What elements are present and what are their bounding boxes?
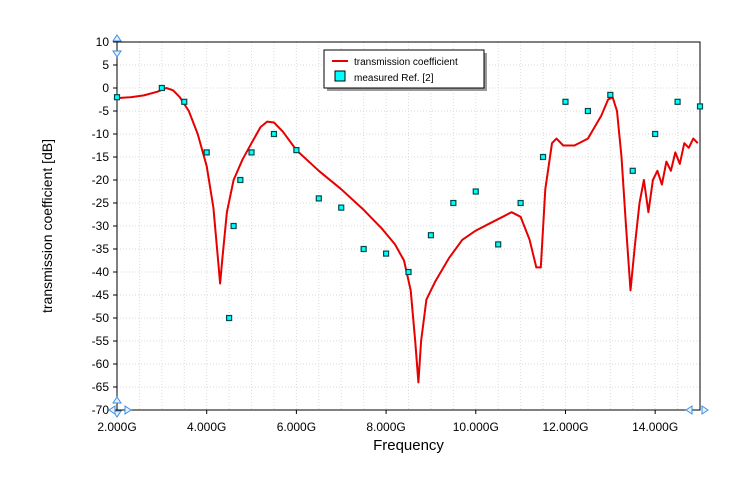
data-point-measured — [203, 149, 210, 156]
data-point-measured — [248, 149, 255, 156]
data-point-measured — [517, 199, 524, 207]
x-axis-min-handle[interactable] — [108, 405, 116, 415]
data-point-measured — [338, 204, 345, 211]
data-point-measured — [427, 232, 435, 239]
y-tick-label: 10 — [96, 35, 110, 49]
y-tick-label: -55 — [92, 334, 110, 348]
data-point-measured — [584, 107, 591, 115]
data-point-measured — [562, 98, 569, 105]
y-axis-max-handle[interactable] — [112, 34, 122, 42]
y-tick-label: -45 — [92, 288, 110, 302]
y-tick-label: -10 — [92, 127, 110, 141]
y-tick-label: -50 — [92, 311, 110, 325]
y-tick-label: -65 — [92, 380, 110, 394]
data-point-measured — [181, 98, 188, 105]
data-point-measured — [230, 222, 237, 230]
x-axis-label: Frequency — [373, 437, 444, 454]
series-layer — [113, 84, 704, 384]
handle-arrow — [112, 396, 122, 404]
x-tick-label: 2.000G — [97, 420, 136, 434]
y-tick-label: -35 — [92, 242, 110, 256]
data-point-measured — [674, 98, 681, 105]
y-tick-label: -60 — [92, 357, 110, 371]
series-line-transmission — [116, 87, 699, 384]
x-tick-label: 12.000G — [542, 420, 588, 434]
x-tick-label: 10.000G — [453, 420, 499, 434]
data-point-measured — [237, 176, 244, 184]
y-axis-min-handle-up[interactable] — [112, 396, 122, 404]
data-point-measured — [270, 130, 278, 138]
data-point-measured — [405, 268, 412, 276]
data-point-measured — [360, 245, 367, 253]
data-point-measured — [472, 188, 479, 195]
y-tick-label: -5 — [98, 104, 109, 118]
y-tick-label: -20 — [92, 173, 110, 187]
data-point-measured — [450, 199, 457, 207]
y-tick-label: -30 — [92, 219, 110, 233]
data-point-measured — [158, 84, 165, 92]
y-axis-label: transmission coefficient [dB] — [39, 139, 55, 313]
data-point-measured — [607, 91, 614, 99]
data-point-measured — [315, 195, 322, 202]
legend-box — [323, 49, 485, 89]
x-axis-max-handle-left[interactable] — [685, 405, 693, 415]
legend-label-measured: measured Ref. [2] — [354, 73, 434, 84]
y-tick-label: -70 — [92, 403, 110, 417]
data-point-measured — [539, 153, 547, 161]
axis-ticks: 10 5 0 -5 -10 -15 -20 -25 -30 -35 -40 -45 -50 -55 -60 -… — [92, 35, 679, 434]
data-point-measured — [226, 314, 233, 322]
x-tick-label: 8.000G — [366, 420, 405, 434]
data-point-measured — [652, 130, 659, 138]
data-point-measured — [293, 147, 300, 154]
handle-arrow — [112, 50, 122, 58]
legend-label-transmission: transmission coefficient — [354, 57, 458, 68]
y-tick-label: 0 — [102, 81, 109, 95]
legend[interactable]: transmission coefficient measured Ref. [… — [323, 49, 487, 91]
axis-handles[interactable] — [108, 34, 709, 418]
data-point-measured — [382, 250, 390, 257]
handle-arrow — [108, 405, 116, 415]
data-point-measured — [629, 167, 636, 174]
x-tick-label: 4.000G — [187, 420, 226, 434]
handle-arrow — [685, 405, 693, 415]
data-point-measured — [696, 103, 704, 110]
y-axis-max-handle-down[interactable] — [112, 50, 122, 58]
x-tick-label: 14.000G — [632, 420, 678, 434]
handle-arrow — [112, 34, 122, 42]
y-tick-label: -40 — [92, 265, 110, 279]
data-point-measured — [495, 241, 502, 248]
legend-marker-swatch — [334, 70, 346, 82]
x-axis-min-handle-right[interactable] — [124, 405, 132, 415]
x-axis-max-handle[interactable] — [701, 405, 709, 415]
y-tick-label: -15 — [92, 150, 110, 164]
data-point-measured — [113, 94, 121, 101]
y-tick-label: 5 — [102, 58, 109, 72]
grid — [117, 42, 700, 410]
handle-arrow — [124, 405, 132, 415]
y-tick-label: -25 — [92, 196, 110, 210]
x-tick-label: 6.000G — [277, 420, 316, 434]
handle-arrow — [701, 405, 709, 415]
